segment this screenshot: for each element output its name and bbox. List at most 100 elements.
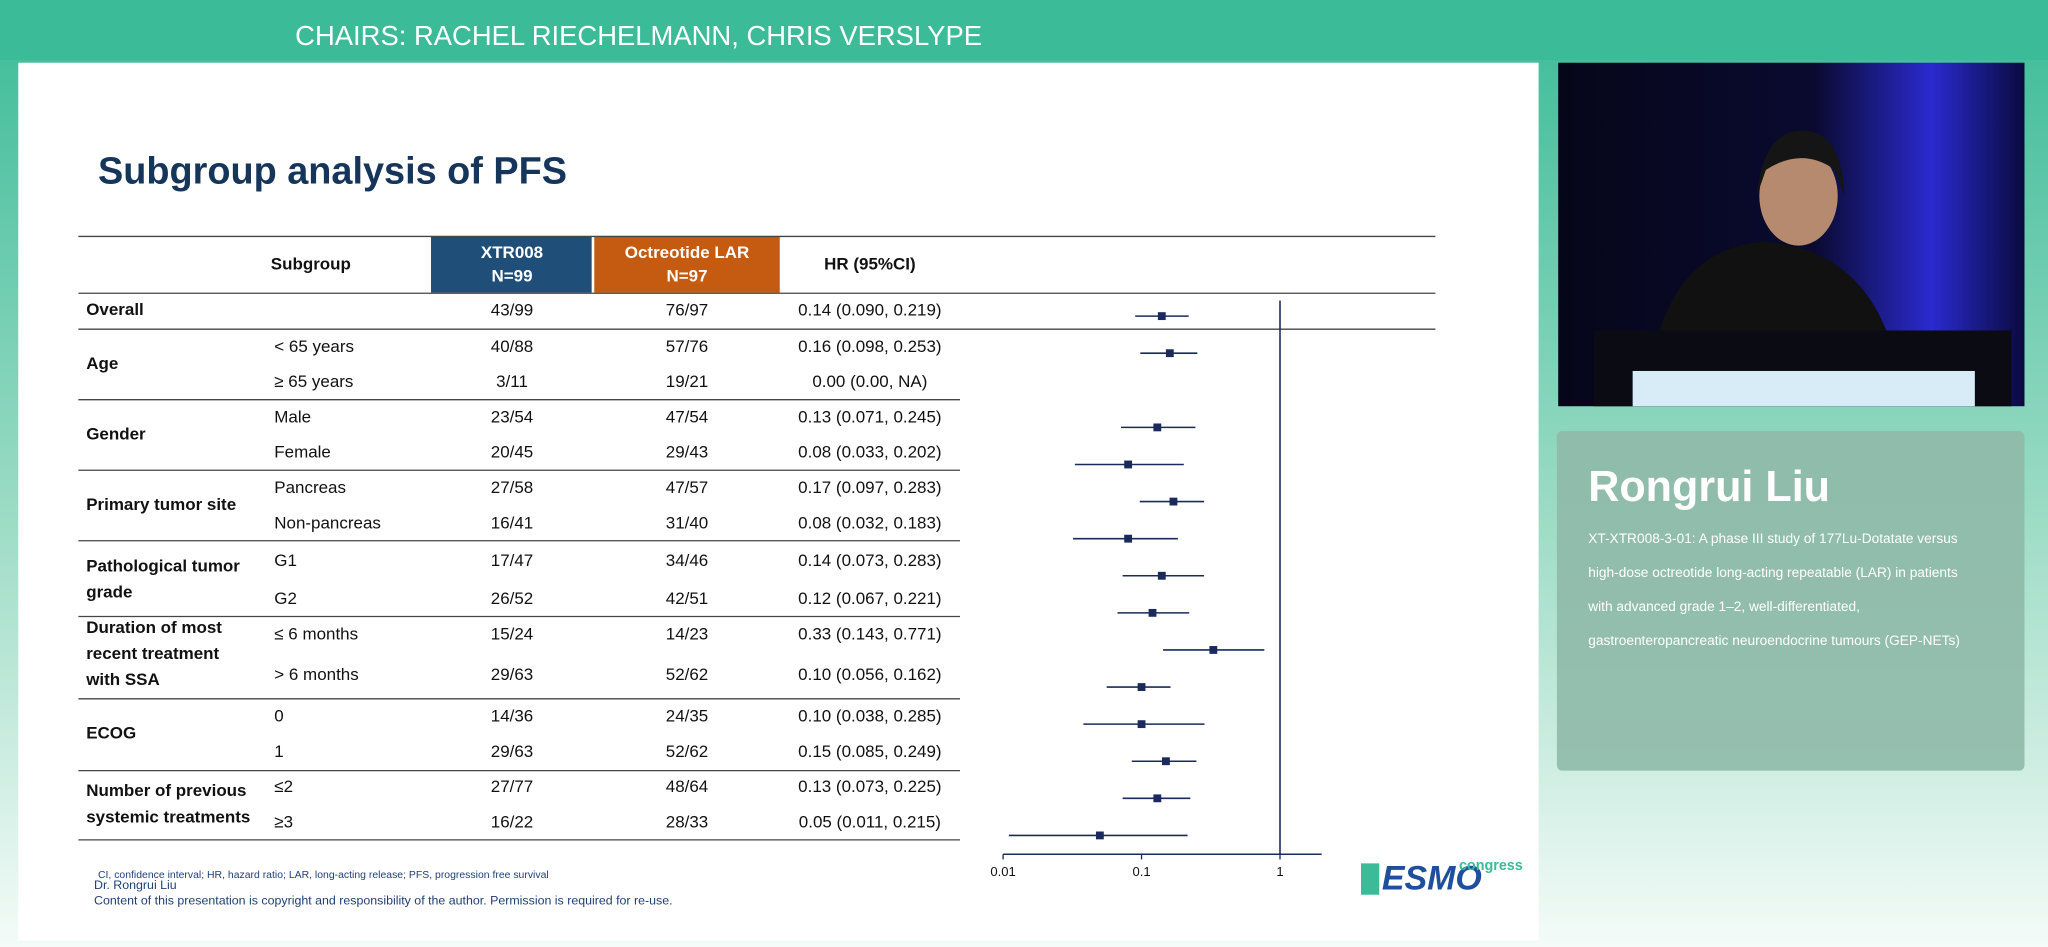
column-header: HR (95%CI) (824, 255, 915, 274)
group-name-line: grade (86, 583, 132, 602)
hr-point (1153, 423, 1162, 432)
group-name: Overall (86, 300, 144, 319)
hr-point (1157, 571, 1166, 580)
xtr-count: 17/47 (491, 551, 533, 570)
speaker-description: with advanced grade 1–2, well-differenti… (1587, 599, 1860, 614)
xtr-header (431, 236, 592, 293)
oct-count: 34/46 (666, 551, 708, 570)
oct-count: 42/51 (666, 589, 708, 608)
hr-point (1148, 608, 1157, 617)
subgroup: Male (274, 407, 311, 426)
hr-ci: 0.16 (0.098, 0.253) (798, 337, 941, 356)
x-tick-label: 0.01 (990, 864, 1015, 879)
hr-point (1124, 534, 1133, 543)
group-name-line: Primary tumor site (86, 496, 236, 515)
group-name-line: systemic treatments (86, 808, 250, 827)
speaker-card: Rongrui Liu (1556, 431, 2025, 771)
group-name-line: Pathological tumor (86, 557, 240, 576)
hr-ci: 0.13 (0.073, 0.225) (798, 777, 941, 796)
x-tick-label: 0.1 (1132, 864, 1150, 879)
octreotide-header (594, 236, 780, 293)
oct-count: 47/57 (666, 478, 708, 497)
subgroup: G1 (274, 551, 297, 570)
group-name: Duration of most recent treatment with SSA (85, 618, 222, 689)
column-header: Octreotide LAR (625, 243, 749, 262)
group-name-line: with SSA (85, 671, 160, 690)
group-name-line: Age (86, 355, 118, 374)
subgroup: > 6 months (274, 665, 358, 684)
hr-ci: 0.08 (0.032, 0.183) (798, 513, 941, 532)
group-name: Pathological tumor grade (86, 557, 240, 602)
header-bar (0, 0, 2048, 61)
speaker-body (1658, 241, 1888, 334)
subgroup: Non-pancreas (274, 513, 381, 532)
copyright: Content of this presentation is copyrigh… (94, 894, 673, 908)
oct-count: 57/76 (666, 337, 708, 356)
xtr-count: 3/11 (496, 372, 528, 391)
logo-mark (1360, 863, 1380, 895)
speaker-name: Rongrui Liu (1588, 463, 1830, 511)
hr-point (1137, 720, 1146, 729)
speaker-face (1759, 146, 1838, 246)
hr-ci: 0.05 (0.011, 0.215) (799, 812, 941, 831)
column-header: Subgroup (271, 255, 351, 274)
group-name-line: recent treatment (86, 645, 219, 664)
oct-count: 47/54 (666, 407, 708, 426)
slide-background (18, 62, 1539, 941)
slide: Subgroup analysis of PFS CI, confidence … (18, 62, 1539, 941)
logo-main: ESMO (1382, 859, 1482, 897)
hr-ci: 0.14 (0.090, 0.219) (798, 300, 941, 319)
hr-point (1153, 794, 1162, 803)
hr-point (1137, 683, 1146, 691)
slide-title: Subgroup analysis of PFS (98, 151, 567, 193)
hr-point (1165, 349, 1174, 358)
xtr-count: 27/58 (491, 478, 533, 497)
speaker-description: XT-XTR008-3-01: A phase III study of 177… (1588, 531, 1958, 546)
footnote: CI, confidence interval; HR, hazard rati… (98, 870, 549, 881)
author: Dr. Rongrui Liu (94, 878, 177, 892)
oct-count: 52/62 (666, 665, 708, 684)
hr-ci: 0.08 (0.033, 0.202) (798, 443, 941, 462)
hr-ci: 0.13 (0.071, 0.245) (798, 407, 941, 426)
oct-count: 52/62 (666, 742, 708, 761)
hr-ci: 0.17 (0.097, 0.283) (798, 478, 941, 497)
hr-ci: 0.15 (0.085, 0.249) (798, 742, 941, 761)
subgroup: 1 (274, 742, 283, 761)
hr-ci: 0.10 (0.056, 0.162) (798, 665, 941, 684)
group-name-line: Overall (86, 300, 144, 319)
logo-sub: congress (1459, 858, 1523, 874)
subgroup: < 65 years (274, 337, 354, 356)
video (1558, 62, 2025, 407)
oct-count: 29/43 (666, 443, 708, 462)
hr-point (1157, 312, 1166, 321)
subgroup: ≤ 6 months (274, 624, 358, 643)
subgroup: Female (274, 443, 331, 462)
oct-count: 14/23 (666, 624, 708, 643)
hr-point (1162, 757, 1170, 766)
group-name: Primary tumor site (86, 496, 236, 515)
xtr-count: 29/63 (491, 742, 533, 761)
subgroup: ≥3 (274, 812, 293, 831)
xtr-count: 27/77 (491, 777, 533, 796)
x-tick-label: 1 (1276, 864, 1283, 879)
hr-point (1209, 646, 1218, 654)
hr-ci: 0.12 (0.067, 0.221) (798, 589, 941, 608)
speaker-description: gastroenteropancreatic neuroendocrine tu… (1588, 633, 1960, 648)
group-name-line: Duration of most (86, 618, 222, 637)
card-background (1556, 431, 2025, 771)
xtr-count: 23/54 (491, 407, 533, 426)
subgroup: G2 (274, 589, 297, 608)
xtr-count: 16/41 (491, 513, 533, 532)
group-name: ECOG (86, 724, 136, 743)
xtr-count: 26/52 (491, 589, 533, 608)
hr-point (1124, 460, 1133, 469)
hr-point (1169, 497, 1178, 506)
hr-ci: 0.10 (0.038, 0.285) (798, 707, 941, 726)
speaker-hair (1756, 130, 1845, 196)
group-name-line: Gender (86, 425, 146, 444)
oct-count: 24/35 (666, 707, 708, 726)
hr-ci: 0.00 (0.00, NA) (812, 372, 927, 391)
group-name: Age (86, 355, 118, 374)
column-header: XTR008 (481, 243, 543, 262)
